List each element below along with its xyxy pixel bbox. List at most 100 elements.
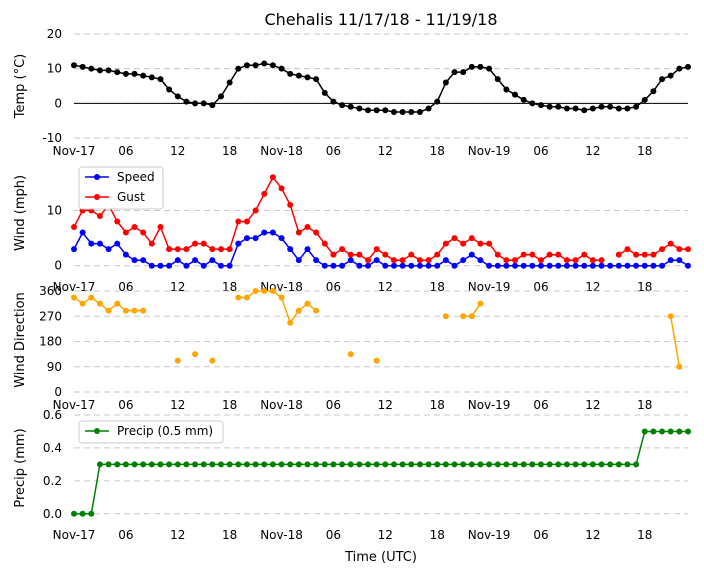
data-point — [209, 246, 216, 253]
data-point — [512, 257, 519, 264]
data-point — [71, 510, 77, 517]
data-point — [96, 461, 103, 468]
data-point — [174, 257, 181, 264]
chart-title: Chehalis 11/17/18 - 11/19/18 — [264, 10, 497, 29]
x-tick-label: Nov-19 — [468, 280, 511, 294]
data-point — [641, 262, 648, 269]
data-point — [373, 257, 380, 264]
x-tick-label: Nov-18 — [260, 144, 303, 158]
data-point — [295, 72, 302, 79]
data-point — [183, 246, 190, 253]
data-point — [295, 257, 302, 264]
data-point — [157, 262, 164, 269]
x-tick-label: 06 — [533, 144, 548, 158]
y-tick-label: 0.6 — [43, 408, 62, 422]
data-point — [269, 174, 276, 181]
data-point — [131, 224, 138, 231]
data-point — [105, 307, 112, 314]
data-point — [416, 257, 423, 264]
x-tick-label: 06 — [533, 280, 548, 294]
data-point — [529, 251, 536, 258]
data-point — [460, 257, 467, 264]
data-point — [382, 251, 389, 258]
legend-swatch-marker — [94, 174, 100, 180]
data-point — [148, 262, 155, 269]
data-point — [88, 510, 95, 517]
data-point — [615, 262, 622, 269]
data-point — [486, 262, 493, 269]
data-point — [589, 105, 596, 112]
data-point — [304, 74, 311, 81]
data-point — [468, 461, 475, 468]
data-point — [287, 319, 294, 326]
data-point — [546, 103, 553, 110]
data-point — [356, 262, 363, 269]
data-point — [71, 224, 77, 231]
data-point — [269, 229, 276, 236]
data-point — [96, 212, 103, 219]
y-tick-label: 90 — [47, 360, 62, 374]
data-point — [226, 461, 233, 468]
data-point — [122, 461, 129, 468]
data-point — [390, 461, 397, 468]
x-tick-label: 18 — [222, 280, 237, 294]
data-point — [667, 313, 674, 320]
data-point — [157, 461, 164, 468]
data-point — [667, 72, 674, 79]
data-point — [425, 257, 432, 264]
y-tick-label: 0.4 — [43, 441, 62, 455]
legend-label: Speed — [117, 170, 155, 184]
data-point — [200, 262, 207, 269]
data-point — [382, 262, 389, 269]
data-point — [157, 224, 164, 231]
data-point — [572, 257, 579, 264]
data-point — [330, 251, 337, 258]
data-point — [468, 251, 475, 258]
data-point — [148, 74, 155, 81]
data-point — [477, 461, 484, 468]
data-point — [313, 307, 320, 314]
data-point — [598, 461, 605, 468]
data-point — [641, 251, 648, 258]
data-point — [200, 100, 207, 107]
data-point — [477, 240, 484, 247]
data-point — [192, 351, 199, 358]
data-point — [88, 294, 95, 301]
data-point — [512, 262, 519, 269]
data-point — [269, 288, 276, 294]
data-point — [339, 461, 346, 468]
data-point — [287, 70, 294, 77]
x-tick-label: 06 — [326, 280, 341, 294]
data-point — [261, 190, 268, 197]
legend-label: Precip (0.5 mm) — [117, 424, 213, 438]
data-point — [209, 357, 216, 364]
x-tick-label: 12 — [170, 144, 185, 158]
data-point — [269, 62, 276, 69]
data-point — [399, 461, 406, 468]
data-point — [79, 510, 86, 517]
data-point — [615, 251, 622, 258]
data-point — [347, 251, 354, 258]
data-point — [226, 79, 233, 86]
data-point — [252, 62, 259, 69]
data-point — [451, 69, 458, 76]
data-point — [451, 262, 458, 269]
data-point — [278, 461, 285, 468]
data-point — [218, 93, 225, 100]
data-point — [416, 461, 423, 468]
data-point — [546, 461, 553, 468]
data-point — [520, 96, 527, 103]
data-point — [529, 100, 536, 107]
data-point — [607, 461, 614, 468]
data-point — [546, 262, 553, 269]
wind-series-gust — [71, 174, 691, 264]
data-point — [442, 461, 449, 468]
precip-series-precip-0-5-mm- — [71, 428, 691, 517]
data-point — [321, 240, 328, 247]
data-point — [399, 262, 406, 269]
data-point — [287, 246, 294, 253]
data-point — [174, 357, 181, 364]
data-point — [408, 262, 415, 269]
series-line — [73, 290, 681, 367]
data-point — [122, 70, 129, 77]
